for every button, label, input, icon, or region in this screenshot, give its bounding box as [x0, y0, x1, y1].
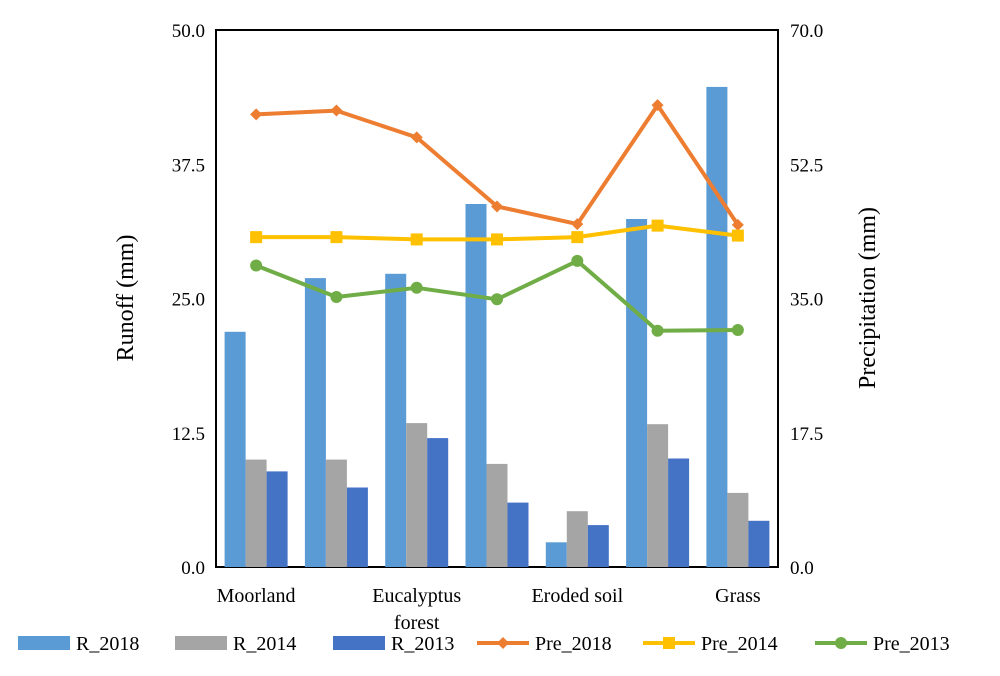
marker-pre-2018-3	[491, 200, 503, 213]
legend-item-pre-2018: Pre_2018	[477, 633, 612, 655]
y-right-axis-title: Precipitation (mm)	[855, 207, 881, 389]
bar-r-2013-1	[346, 487, 368, 567]
bar-r-2014-5	[647, 424, 669, 567]
bar-r-2013-6	[748, 520, 770, 567]
bar-r-2014-1	[325, 459, 347, 567]
marker-pre-2018-1	[330, 104, 343, 117]
lines-layer	[250, 99, 744, 337]
legend-marker-pre-2014	[663, 637, 675, 649]
bar-r-2014-2	[406, 423, 428, 567]
bar-r-2018-2	[385, 273, 407, 567]
bar-r-2013-2	[427, 438, 449, 567]
legend-item-pre-2014: Pre_2014	[643, 633, 778, 655]
marker-pre-2018-6	[731, 218, 744, 231]
left-axis-ticks: 0.0 12.5 25.0 37.5 50.0	[172, 21, 205, 579]
legend-item-r-2018: R_2018	[18, 633, 139, 655]
legend-swatch-r-2013	[333, 636, 385, 650]
y-right-tick-2: 35.0	[790, 290, 823, 311]
y-left-axis-title: Runoff (mm)	[113, 235, 139, 362]
bar-r-2014-4	[566, 511, 588, 567]
y-right-tick-0: 0.0	[790, 558, 814, 579]
legend-label-pre-2013: Pre_2013	[873, 633, 950, 655]
y-right-tick-3: 52.5	[790, 155, 823, 176]
bar-r-2018-3	[465, 204, 487, 567]
x-category-label-3: Eroded soil	[531, 585, 623, 607]
bar-r-2018-6	[706, 86, 728, 568]
y-left-tick-3: 37.5	[172, 155, 205, 176]
marker-pre-2018-4	[571, 218, 584, 231]
bars-layer	[224, 86, 770, 568]
bar-r-2018-4	[545, 542, 567, 567]
x-category-label-0: Moorland	[217, 585, 296, 607]
legend-marker-pre-2018	[497, 637, 509, 649]
marker-pre-2014-1	[330, 231, 343, 244]
bar-r-2018-0	[224, 331, 246, 567]
y-left-tick-0: 0.0	[181, 558, 205, 579]
legend-marker-pre-2013	[835, 637, 847, 649]
y-left-tick-1: 12.5	[172, 424, 205, 445]
x-category-label-4: Grass	[715, 585, 761, 607]
legend-swatch-r-2018	[18, 636, 70, 650]
marker-pre-2013-0	[250, 259, 263, 272]
bar-r-2014-0	[245, 459, 267, 567]
x-category-label-2: forest	[394, 612, 440, 634]
marker-pre-2018-5	[651, 99, 664, 112]
bar-r-2013-5	[668, 458, 690, 567]
marker-pre-2014-6	[731, 229, 744, 242]
x-category-label-1: Eucalyptus	[372, 585, 461, 607]
y-left-tick-2: 25.0	[172, 290, 205, 311]
category-labels: Moorland Eucalyptus forest Eroded soil Grass	[217, 585, 761, 634]
legend-swatch-r-2014	[175, 636, 227, 650]
marker-pre-2013-6	[731, 323, 744, 336]
marker-pre-2013-1	[330, 290, 343, 303]
y-right-tick-1: 17.5	[790, 424, 823, 445]
legend-label-r-2014: R_2014	[233, 633, 296, 655]
legend-label-pre-2014: Pre_2014	[701, 633, 778, 655]
marker-pre-2018-2	[410, 131, 423, 144]
bar-r-2013-4	[587, 525, 609, 567]
marker-pre-2014-5	[651, 219, 664, 232]
legend: R_2018 R_2014 R_2013 Pre_2018 Pre_2014 Pre_20…	[18, 633, 950, 655]
marker-pre-2014-0	[250, 231, 263, 244]
legend-item-pre-2013: Pre_2013	[815, 633, 950, 655]
legend-label-r-2013: R_2013	[391, 633, 454, 655]
marker-pre-2013-2	[410, 281, 423, 294]
y-right-tick-4: 70.0	[790, 21, 823, 42]
right-axis-ticks: 0.0 17.5 35.0 52.5 70.0	[790, 21, 823, 579]
bar-r-2013-0	[266, 471, 288, 567]
legend-label-r-2018: R_2018	[76, 633, 139, 655]
bar-r-2013-3	[507, 502, 529, 567]
marker-pre-2013-4	[571, 254, 584, 267]
marker-pre-2013-5	[651, 324, 664, 337]
bar-r-2014-6	[727, 492, 749, 567]
bar-r-2018-5	[626, 219, 648, 567]
marker-pre-2014-4	[571, 231, 584, 244]
marker-pre-2018-0	[250, 108, 263, 121]
marker-pre-2014-2	[410, 233, 423, 246]
y-left-tick-4: 50.0	[172, 21, 205, 42]
bar-r-2014-3	[486, 463, 508, 567]
bar-r-2018-1	[304, 278, 326, 567]
legend-item-r-2014: R_2014	[175, 633, 296, 655]
legend-item-r-2013: R_2013	[333, 633, 454, 655]
marker-pre-2014-3	[491, 233, 503, 246]
marker-pre-2013-3	[491, 293, 503, 306]
legend-label-pre-2018: Pre_2018	[535, 633, 612, 655]
